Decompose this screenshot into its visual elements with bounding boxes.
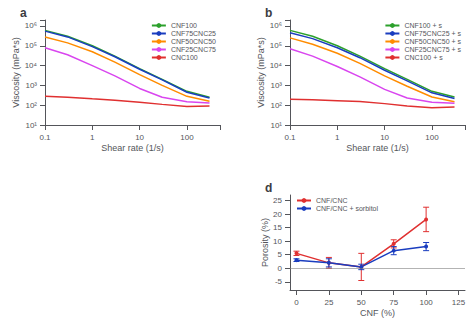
svg-text:CNF/CNC + sorbitol: CNF/CNC + sorbitol [316,205,378,212]
svg-text:10⁵: 10⁵ [25,41,37,50]
svg-text:10: 10 [135,133,144,142]
svg-text:-5: -5 [275,277,283,286]
svg-text:1: 1 [335,133,340,142]
svg-text:CNF50CNC50: CNF50CNC50 [171,38,216,45]
svg-text:5: 5 [278,250,283,259]
svg-text:a: a [20,6,27,20]
svg-text:Viscosity (mPa*s): Viscosity (mPa*s) [11,37,21,107]
svg-text:25: 25 [324,298,333,307]
svg-text:50: 50 [357,298,366,307]
svg-text:0: 0 [278,264,283,273]
svg-text:10²: 10² [270,101,282,110]
svg-text:10³: 10³ [270,81,282,90]
svg-text:CNF75CNC25 + s: CNF75CNC25 + s [404,30,461,37]
svg-text:100: 100 [419,298,433,307]
svg-text:CNF75CNC25: CNF75CNC25 [171,30,216,37]
svg-text:CNF/CNC: CNF/CNC [316,197,348,204]
svg-text:Shear rate (1/s): Shear rate (1/s) [346,143,409,153]
svg-text:75: 75 [389,298,398,307]
svg-text:10: 10 [273,237,282,246]
svg-text:125: 125 [452,298,466,307]
svg-text:10⁴: 10⁴ [270,61,283,70]
svg-text:10²: 10² [25,101,37,110]
svg-text:0: 0 [294,298,299,307]
svg-text:d: d [265,181,272,195]
svg-text:1: 1 [90,133,95,142]
svg-text:10: 10 [380,133,389,142]
svg-text:100: 100 [180,133,194,142]
svg-text:CNF100: CNF100 [171,22,197,29]
svg-text:10⁵: 10⁵ [270,41,282,50]
svg-text:10³: 10³ [25,81,37,90]
svg-text:10⁶: 10⁶ [270,21,282,30]
svg-text:25: 25 [273,196,282,205]
svg-text:0.1: 0.1 [39,133,51,142]
svg-text:CNF100 + s: CNF100 + s [404,22,442,29]
svg-text:CNF25CNC75 + s: CNF25CNC75 + s [404,46,461,53]
svg-text:10⁴: 10⁴ [25,61,38,70]
svg-text:10¹: 10¹ [25,121,37,130]
svg-text:b: b [265,6,272,20]
svg-text:CNF25CNC75: CNF25CNC75 [171,46,216,53]
svg-text:CNC100 + s: CNC100 + s [404,54,443,61]
svg-text:Shear rate (1/s): Shear rate (1/s) [101,143,164,153]
svg-text:CNC100: CNC100 [171,54,198,61]
svg-text:10⁶: 10⁶ [25,21,37,30]
svg-text:0.1: 0.1 [284,133,296,142]
svg-text:10¹: 10¹ [270,121,282,130]
svg-text:Viscosity (mPa*s): Viscosity (mPa*s) [256,37,266,107]
svg-text:CNF50CNC50 + s: CNF50CNC50 + s [404,38,461,45]
svg-text:15: 15 [273,223,282,232]
svg-text:CNF (%): CNF (%) [360,308,395,318]
svg-text:20: 20 [273,210,282,219]
svg-text:Porosity (%): Porosity (%) [260,218,270,267]
svg-text:100: 100 [425,133,439,142]
